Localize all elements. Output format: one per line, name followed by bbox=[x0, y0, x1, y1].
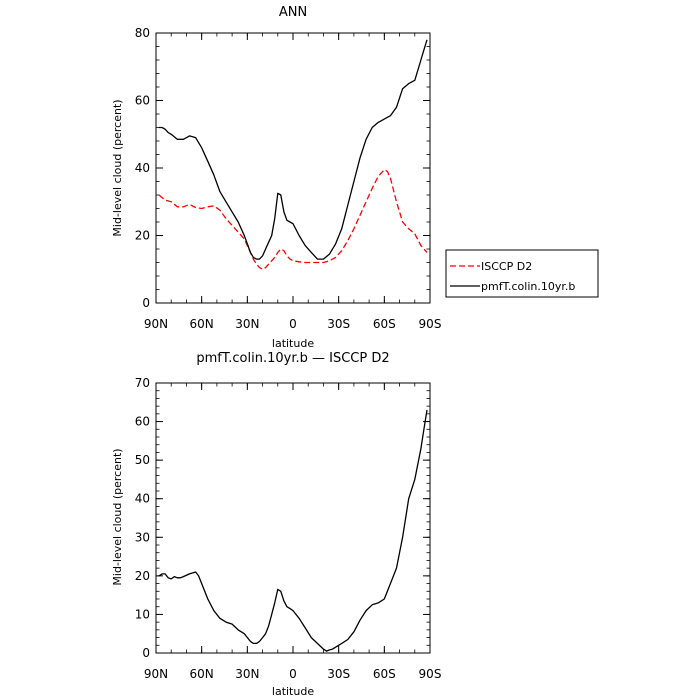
legend-label-isccp-d2: ISCCP D2 bbox=[481, 260, 532, 273]
bottom-chart-y-tick-label: 40 bbox=[135, 492, 150, 506]
bottom-chart-title: pmfT.colin.10yr.b — ISCCP D2 bbox=[196, 351, 389, 366]
bottom-chart-x-tick-label: 0 bbox=[289, 667, 297, 681]
top-chart-title: ANN bbox=[279, 5, 307, 20]
top-chart-x-tick-label: 90N bbox=[144, 317, 168, 331]
top-chart-series-0-line bbox=[158, 169, 428, 270]
top-chart-y-tick-label: 60 bbox=[135, 94, 150, 108]
top-chart-y-tick-label: 80 bbox=[135, 26, 150, 40]
bottom-chart-y-tick-label: 0 bbox=[142, 646, 150, 660]
top-chart-x-tick-label: 30S bbox=[327, 317, 350, 331]
bottom-chart-y-tick-label: 70 bbox=[135, 376, 150, 390]
bottom-chart: 0 10 20 30 40 50 60 70 90N 60N 30N 0 30S 60S 90S bbox=[135, 376, 442, 681]
bottom-chart-y-tick-label: 60 bbox=[135, 415, 150, 429]
bottom-chart-x-axis-label: latitude bbox=[272, 685, 314, 698]
bottom-chart-x-tick-label: 60S bbox=[373, 667, 396, 681]
bottom-chart-y-tick-label: 30 bbox=[135, 530, 150, 544]
top-chart-x-tick-label: 60S bbox=[373, 317, 396, 331]
bottom-chart-series-0-line bbox=[158, 409, 428, 652]
top-chart-series-1-line bbox=[159, 39, 428, 260]
top-chart-x-tick-label: 90S bbox=[419, 317, 442, 331]
legend-label-pmft: pmfT.colin.10yr.b bbox=[481, 280, 575, 293]
bottom-chart-y-axis-label: Mid-level cloud (percent) bbox=[111, 448, 124, 585]
bottom-chart-y-tick-label: 20 bbox=[135, 569, 150, 583]
top-chart-frame bbox=[155, 32, 431, 304]
bottom-chart-x-tick-label: 90S bbox=[419, 667, 442, 681]
legend-box bbox=[445, 249, 599, 298]
bottom-chart-x-tick-label: 30N bbox=[235, 667, 259, 681]
top-chart: 0 20 40 60 80 90N 60N 30N 0 30S 60S 90S bbox=[135, 26, 442, 331]
top-chart-x-tick-label: 0 bbox=[289, 317, 297, 331]
bottom-chart-frame bbox=[155, 382, 431, 654]
top-chart-y-axis-label: Mid-level cloud (percent) bbox=[111, 99, 124, 236]
bottom-chart-y-tick-label: 10 bbox=[135, 607, 150, 621]
bottom-chart-y-tick-label: 50 bbox=[135, 453, 150, 467]
top-chart-y-tick-label: 20 bbox=[135, 229, 150, 243]
top-chart-x-tick-label: 60N bbox=[190, 317, 214, 331]
top-chart-y-tick-label: 0 bbox=[142, 296, 150, 310]
bottom-chart-x-tick-label: 30S bbox=[327, 667, 350, 681]
top-chart-x-axis-label: latitude bbox=[272, 337, 314, 350]
top-chart-x-tick-label: 30N bbox=[235, 317, 259, 331]
bottom-chart-x-tick-label: 60N bbox=[190, 667, 214, 681]
bottom-chart-x-tick-label: 90N bbox=[144, 667, 168, 681]
top-chart-y-tick-label: 40 bbox=[135, 161, 150, 175]
legend: ISCCP D2 pmfT.colin.10yr.b bbox=[445, 249, 599, 298]
